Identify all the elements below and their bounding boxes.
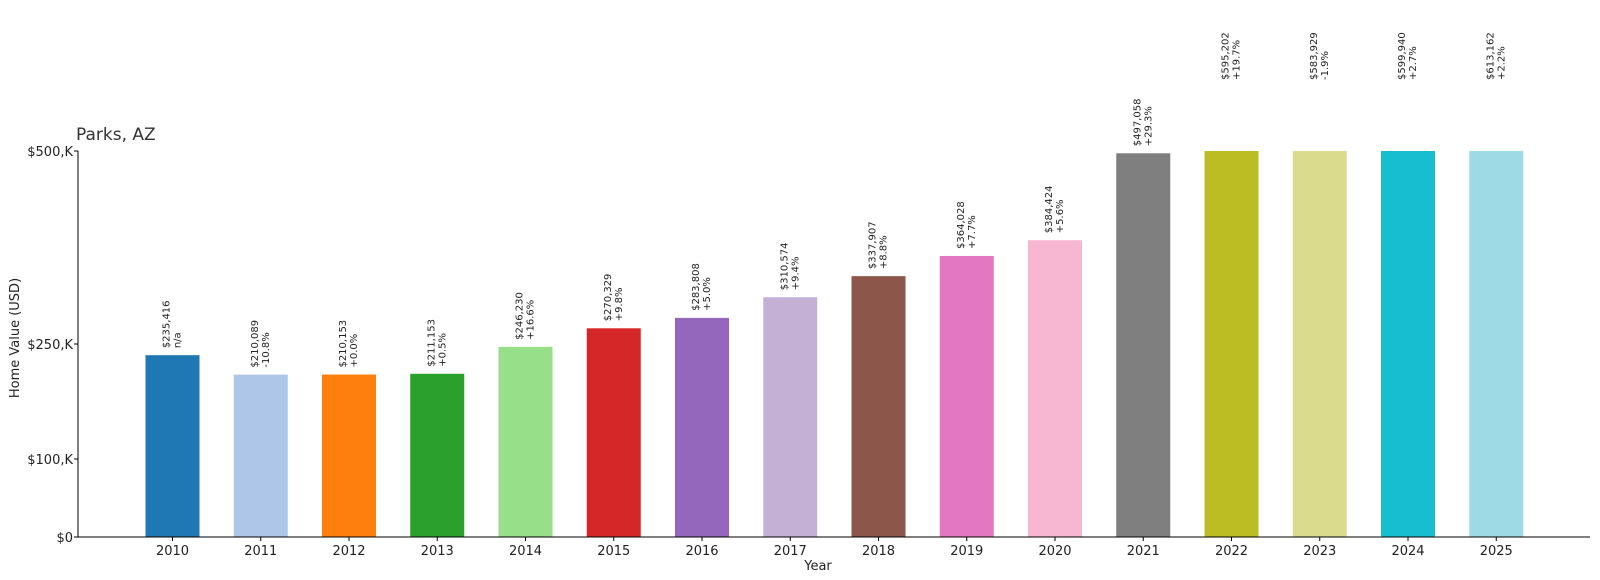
value-label: $210,089 [250, 320, 261, 368]
data-labels-group: $235,416 n/a $210,089 -10.8% $210,153 +0.0% $2… [162, 32, 1508, 367]
data-label-group: $210,153 +0.0% [338, 320, 360, 368]
value-label: $283,808 [691, 263, 702, 311]
value-label: $583,929 [1309, 32, 1320, 80]
data-label-group: $310,574 +9.4% [779, 243, 801, 291]
change-label: -1.9% [1320, 51, 1331, 80]
change-label: +0.0% [349, 334, 360, 368]
change-label: +19.7% [1232, 40, 1243, 80]
data-label-group: $599,940 +2.7% [1397, 32, 1419, 80]
data-label-group: $337,907 +8.8% [868, 221, 890, 269]
bar-2021 [1116, 153, 1171, 537]
data-label-group: $595,202 +19.7% [1221, 32, 1243, 80]
data-label-group: $497,058 +29.3% [1132, 99, 1154, 147]
bar-2014 [498, 346, 553, 537]
data-label-group: $246,230 +16.6% [515, 292, 537, 340]
bar-2011 [233, 374, 288, 537]
bar-2022 [1204, 151, 1259, 537]
bar-2016 [675, 317, 729, 537]
x-tick-label: 2016 [685, 544, 718, 559]
y-axis-label: Home Value (USD) [8, 278, 23, 398]
value-label: $235,416 [162, 300, 173, 348]
change-label: +9.4% [790, 256, 801, 290]
x-tick-label: 2012 [332, 544, 365, 559]
value-label: $497,058 [1132, 99, 1143, 147]
change-label: -10.8% [261, 332, 272, 367]
x-axis-label: Year [803, 559, 832, 574]
y-tick-label: $250,K [27, 338, 73, 353]
x-tick-label: 2015 [597, 544, 630, 559]
change-label: n/a [173, 332, 184, 348]
change-label: +2.2% [1496, 46, 1507, 80]
data-label-group: $283,808 +5.0% [691, 263, 713, 311]
change-label: +9.8% [614, 288, 625, 322]
bar-2010 [145, 355, 200, 537]
bar-2020 [1028, 240, 1082, 537]
change-label: +2.7% [1408, 46, 1419, 80]
value-label: $613,162 [1485, 32, 1496, 80]
data-label-group: $364,028 +7.7% [956, 201, 978, 249]
data-label-group: $235,416 n/a [162, 300, 184, 348]
change-label: +5.0% [702, 277, 713, 311]
x-tick-label: 2010 [156, 544, 189, 559]
y-tick-label: $0 [56, 531, 73, 546]
change-label: +0.5% [437, 333, 448, 367]
value-label: $384,424 [1044, 186, 1055, 234]
change-label: +5.6% [1055, 199, 1066, 233]
x-tick-label: 2017 [774, 544, 807, 559]
data-label-group: $613,162 +2.2% [1485, 32, 1507, 80]
bar-2025 [1469, 151, 1524, 537]
x-tick-label: 2025 [1480, 544, 1513, 559]
bar-2013 [410, 373, 465, 537]
x-tick-label: 2023 [1303, 544, 1336, 559]
bars-group [145, 151, 1524, 537]
data-label-group: $210,089 -10.8% [250, 320, 272, 368]
bar-2012 [322, 374, 376, 537]
change-label: +7.7% [967, 215, 978, 249]
chart-title: Parks, AZ [76, 125, 156, 145]
change-label: +29.3% [1143, 106, 1154, 146]
value-label: $270,329 [603, 274, 614, 322]
data-label-group: $384,424 +5.6% [1044, 186, 1066, 234]
x-tick-label: 2024 [1391, 544, 1424, 559]
value-label: $211,153 [426, 319, 437, 367]
value-label: $310,574 [779, 243, 790, 291]
data-label-group: $211,153 +0.5% [426, 319, 448, 367]
bar-2015 [586, 328, 641, 537]
data-label-group: $270,329 +9.8% [603, 274, 625, 322]
x-tick-label: 2014 [509, 544, 542, 559]
value-label: $210,153 [338, 320, 349, 368]
change-label: +16.6% [526, 300, 537, 340]
x-tick-label: 2013 [421, 544, 454, 559]
bar-2018 [851, 276, 906, 537]
bar-2023 [1292, 151, 1347, 537]
x-tick-label: 2018 [862, 544, 895, 559]
value-label: $337,907 [868, 221, 879, 269]
bar-2019 [939, 255, 994, 537]
bar-2017 [763, 297, 818, 537]
x-tick-label: 2011 [244, 544, 277, 559]
y-tick-label: $100,K [27, 453, 73, 468]
bar-2024 [1381, 151, 1435, 537]
x-tick-label: 2019 [950, 544, 983, 559]
value-label: $595,202 [1221, 32, 1232, 80]
value-label: $246,230 [515, 292, 526, 340]
value-label: $364,028 [956, 201, 967, 249]
value-label: $599,940 [1397, 32, 1408, 80]
change-label: +8.8% [879, 235, 890, 269]
axes-group: $0 $100,K $250,K $500,K 2010 2011 2012 2013 2014… [27, 145, 1590, 559]
x-tick-label: 2022 [1215, 544, 1248, 559]
x-tick-label: 2021 [1127, 544, 1160, 559]
x-tick-label: 2020 [1038, 544, 1071, 559]
data-label-group: $583,929 -1.9% [1309, 32, 1331, 80]
y-tick-label: $500,K [27, 145, 73, 160]
